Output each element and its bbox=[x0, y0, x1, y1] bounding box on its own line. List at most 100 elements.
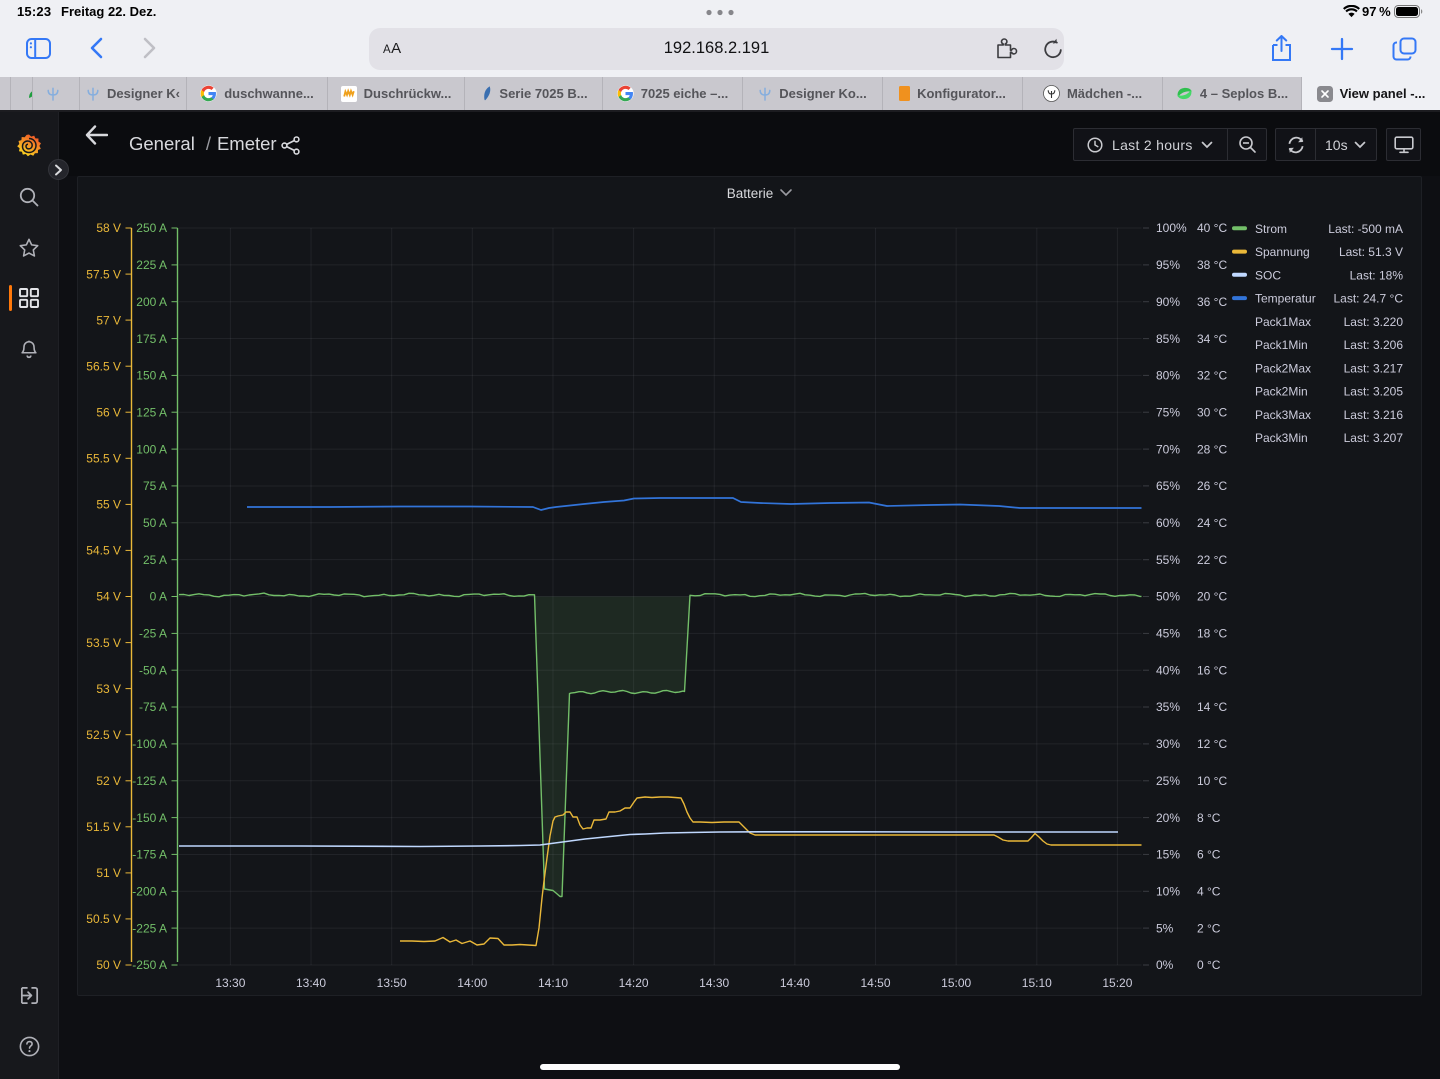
svg-text:40 °C: 40 °C bbox=[1197, 221, 1227, 235]
svg-text:Last: 3.205: Last: 3.205 bbox=[1344, 385, 1404, 399]
svg-text:30 °C: 30 °C bbox=[1197, 405, 1227, 419]
svg-text:53 V: 53 V bbox=[96, 682, 121, 696]
svg-text:Last: 3.217: Last: 3.217 bbox=[1344, 361, 1404, 375]
svg-text:10 °C: 10 °C bbox=[1197, 774, 1227, 788]
svg-text:Last: 3.216: Last: 3.216 bbox=[1344, 408, 1404, 422]
svg-text:55.5 V: 55.5 V bbox=[86, 452, 121, 466]
svg-text:10%: 10% bbox=[1156, 885, 1180, 899]
svg-text:Last: 18%: Last: 18% bbox=[1350, 268, 1404, 282]
svg-text:Pack1Min: Pack1Min bbox=[1255, 338, 1308, 352]
svg-text:80%: 80% bbox=[1156, 369, 1180, 383]
svg-text:34 °C: 34 °C bbox=[1197, 332, 1227, 346]
svg-text:Pack3Min: Pack3Min bbox=[1255, 431, 1308, 445]
svg-text:15:10: 15:10 bbox=[1022, 976, 1052, 990]
svg-text:20%: 20% bbox=[1156, 811, 1180, 825]
svg-text:85%: 85% bbox=[1156, 332, 1180, 346]
svg-text:200 A: 200 A bbox=[136, 295, 167, 309]
svg-text:14 °C: 14 °C bbox=[1197, 700, 1227, 714]
svg-text:95%: 95% bbox=[1156, 258, 1180, 272]
svg-text:-50 A: -50 A bbox=[139, 663, 167, 677]
svg-text:-200 A: -200 A bbox=[132, 885, 167, 899]
svg-text:50 A: 50 A bbox=[143, 516, 167, 530]
svg-text:58 V: 58 V bbox=[96, 221, 121, 235]
svg-text:53.5 V: 53.5 V bbox=[86, 636, 121, 650]
svg-text:-225 A: -225 A bbox=[132, 921, 167, 935]
svg-text:15:00: 15:00 bbox=[941, 976, 971, 990]
svg-text:36 °C: 36 °C bbox=[1197, 295, 1227, 309]
svg-text:12 °C: 12 °C bbox=[1197, 737, 1227, 751]
svg-text:50.5 V: 50.5 V bbox=[86, 912, 121, 926]
svg-text:75%: 75% bbox=[1156, 405, 1180, 419]
svg-text:50 V: 50 V bbox=[96, 958, 121, 972]
svg-text:20 °C: 20 °C bbox=[1197, 590, 1227, 604]
svg-text:14:50: 14:50 bbox=[860, 976, 890, 990]
svg-text:2 °C: 2 °C bbox=[1197, 921, 1221, 935]
svg-text:Strom: Strom bbox=[1255, 222, 1287, 236]
svg-text:38 °C: 38 °C bbox=[1197, 258, 1227, 272]
svg-text:0%: 0% bbox=[1156, 958, 1174, 972]
svg-text:14:40: 14:40 bbox=[780, 976, 810, 990]
svg-text:55%: 55% bbox=[1156, 553, 1180, 567]
svg-text:51 V: 51 V bbox=[96, 866, 121, 880]
svg-text:60%: 60% bbox=[1156, 516, 1180, 530]
svg-text:24 °C: 24 °C bbox=[1197, 516, 1227, 530]
svg-text:14:20: 14:20 bbox=[619, 976, 649, 990]
svg-text:51.5 V: 51.5 V bbox=[86, 820, 121, 834]
svg-text:150 A: 150 A bbox=[136, 369, 167, 383]
svg-text:-75 A: -75 A bbox=[139, 700, 167, 714]
svg-text:26 °C: 26 °C bbox=[1197, 479, 1227, 493]
svg-text:25%: 25% bbox=[1156, 774, 1180, 788]
svg-text:-150 A: -150 A bbox=[132, 811, 167, 825]
svg-text:57 V: 57 V bbox=[96, 313, 121, 327]
svg-text:15%: 15% bbox=[1156, 848, 1180, 862]
svg-text:14:10: 14:10 bbox=[538, 976, 568, 990]
svg-text:8 °C: 8 °C bbox=[1197, 811, 1221, 825]
svg-text:0 A: 0 A bbox=[150, 590, 167, 604]
svg-text:56 V: 56 V bbox=[96, 405, 121, 419]
svg-text:Last: 3.206: Last: 3.206 bbox=[1344, 338, 1404, 352]
svg-text:35%: 35% bbox=[1156, 700, 1180, 714]
svg-text:Batterie: Batterie bbox=[727, 186, 774, 201]
svg-text:54.5 V: 54.5 V bbox=[86, 544, 121, 558]
svg-text:Last: 24.7 °C: Last: 24.7 °C bbox=[1333, 292, 1403, 306]
svg-text:225 A: 225 A bbox=[136, 258, 167, 272]
svg-text:250 A: 250 A bbox=[136, 221, 167, 235]
svg-text:6 °C: 6 °C bbox=[1197, 848, 1221, 862]
svg-text:125 A: 125 A bbox=[136, 405, 167, 419]
svg-text:90%: 90% bbox=[1156, 295, 1180, 309]
svg-text:25 A: 25 A bbox=[143, 553, 167, 567]
svg-text:13:50: 13:50 bbox=[377, 976, 407, 990]
svg-text:45%: 45% bbox=[1156, 627, 1180, 641]
svg-text:-25 A: -25 A bbox=[139, 627, 167, 641]
svg-text:Spannung: Spannung bbox=[1255, 245, 1310, 259]
svg-text:14:30: 14:30 bbox=[699, 976, 729, 990]
svg-text:15:20: 15:20 bbox=[1102, 976, 1132, 990]
svg-text:30%: 30% bbox=[1156, 737, 1180, 751]
svg-text:57.5 V: 57.5 V bbox=[86, 267, 121, 281]
svg-text:Pack2Max: Pack2Max bbox=[1255, 361, 1311, 375]
svg-text:100 A: 100 A bbox=[136, 442, 167, 456]
svg-text:Last: -500 mA: Last: -500 mA bbox=[1328, 222, 1403, 236]
svg-text:54 V: 54 V bbox=[96, 590, 121, 604]
svg-text:13:40: 13:40 bbox=[296, 976, 326, 990]
svg-text:52 V: 52 V bbox=[96, 774, 121, 788]
svg-text:56.5 V: 56.5 V bbox=[86, 359, 121, 373]
svg-text:75 A: 75 A bbox=[143, 479, 167, 493]
svg-text:13:30: 13:30 bbox=[215, 976, 245, 990]
svg-text:-125 A: -125 A bbox=[132, 774, 167, 788]
svg-text:-100 A: -100 A bbox=[132, 737, 167, 751]
svg-text:52.5 V: 52.5 V bbox=[86, 728, 121, 742]
svg-text:-250 A: -250 A bbox=[132, 958, 167, 972]
svg-text:Pack1Max: Pack1Max bbox=[1255, 315, 1311, 329]
svg-text:SOC: SOC bbox=[1255, 268, 1281, 282]
svg-text:32 °C: 32 °C bbox=[1197, 369, 1227, 383]
svg-text:28 °C: 28 °C bbox=[1197, 442, 1227, 456]
svg-text:16 °C: 16 °C bbox=[1197, 663, 1227, 677]
svg-text:Pack2Min: Pack2Min bbox=[1255, 385, 1308, 399]
svg-text:Pack3Max: Pack3Max bbox=[1255, 408, 1311, 422]
svg-text:Last: 3.207: Last: 3.207 bbox=[1344, 431, 1404, 445]
svg-text:Last: 51.3 V: Last: 51.3 V bbox=[1339, 245, 1403, 259]
svg-text:100%: 100% bbox=[1156, 221, 1187, 235]
svg-text:22 °C: 22 °C bbox=[1197, 553, 1227, 567]
svg-text:70%: 70% bbox=[1156, 442, 1180, 456]
